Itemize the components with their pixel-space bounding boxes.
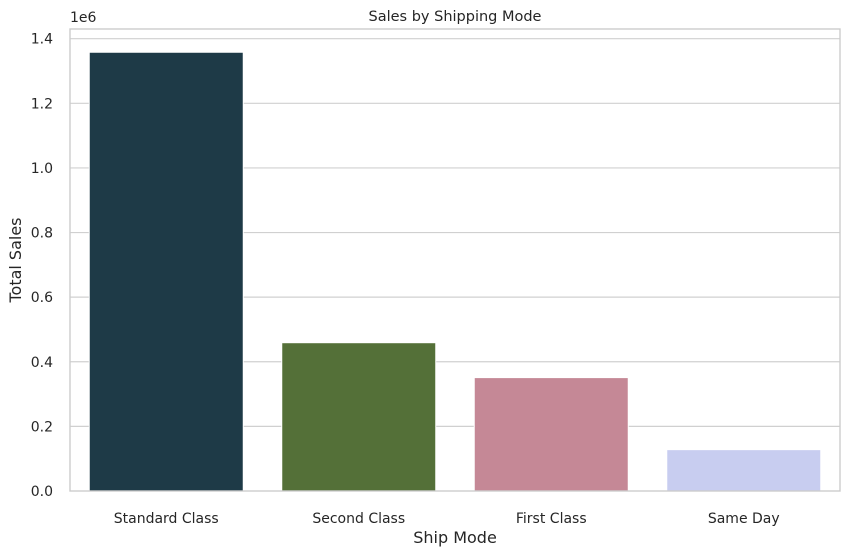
y-tick-label: 0.2 — [31, 419, 53, 435]
y-tick-label: 0.6 — [31, 290, 53, 306]
x-tick-label: Second Class — [312, 511, 405, 527]
y-tick-label: 1.4 — [31, 32, 53, 48]
y-tick-label: 1.2 — [31, 96, 53, 112]
plot-area-frame — [69, 28, 841, 492]
bar — [473, 377, 629, 492]
y-axis-ticks: 0.0 0.2 0.4 0.6 0.8 1.0 1.2 1.4 — [31, 32, 53, 500]
bars — [88, 51, 822, 492]
x-tick-label: Same Day — [708, 511, 780, 527]
y-tick-label: 0.8 — [31, 226, 53, 242]
bar — [666, 449, 822, 492]
bar — [88, 51, 244, 492]
x-axis-ticks: Standard Class Second Class First Class Sam… — [114, 511, 780, 527]
y-tick-label: 0.4 — [31, 355, 53, 371]
y-tick-label: 1.0 — [31, 161, 53, 177]
x-axis-title: Ship Mode — [413, 528, 497, 547]
bar — [281, 342, 437, 492]
x-tick-label: First Class — [516, 511, 587, 527]
y-axis-offset-label: 1e6 — [70, 10, 97, 26]
x-tick-label: Standard Class — [114, 511, 219, 527]
y-tick-label: 0.0 — [31, 484, 53, 500]
y-axis-title: Total Sales — [6, 217, 25, 303]
chart-title: Sales by Shipping Mode — [369, 9, 542, 25]
